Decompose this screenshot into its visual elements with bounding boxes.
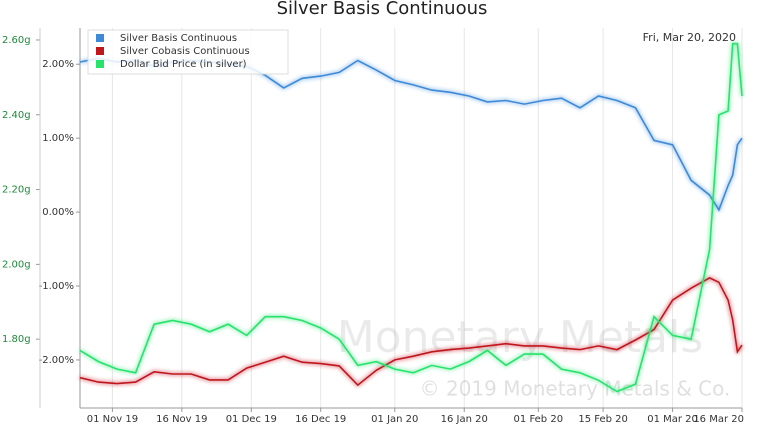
- date-annotation: Fri, Mar 20, 2020: [643, 31, 736, 44]
- y2-tick-label: 2.60g: [2, 35, 31, 46]
- y2-tick-label: 1.80g: [2, 334, 31, 345]
- x-tick-label: 15 Feb 20: [578, 414, 628, 425]
- x-tick-label: 16 Nov 19: [156, 414, 207, 425]
- y2-tick-label: 2.40g: [2, 110, 31, 121]
- y-tick-label: 1.00%: [42, 133, 74, 144]
- series-line: [79, 42, 743, 393]
- legend-label: Silver Basis Continuous: [120, 33, 237, 44]
- y2-tick-label: 2.20g: [2, 185, 31, 196]
- x-tick-label: 01 Mar 20: [647, 414, 698, 425]
- legend-box: [87, 29, 289, 75]
- legend-label: Silver Cobasis Continuous: [120, 46, 250, 57]
- series-line: [79, 277, 743, 387]
- x-tick-label: 16 Mar 20: [693, 414, 744, 425]
- y-tick-label: -2.00%: [39, 355, 74, 366]
- y2-tick-label: 2.00g: [2, 259, 31, 270]
- x-tick-label: 01 Nov 19: [87, 414, 138, 425]
- legend-marker: [96, 34, 104, 42]
- legend-marker: [96, 47, 104, 55]
- x-tick-label: 16 Dec 19: [295, 414, 346, 425]
- y-tick-label: 2.00%: [42, 59, 74, 70]
- x-tick-label: 01 Feb 20: [514, 414, 564, 425]
- watermark: Monetary Metals: [337, 312, 704, 363]
- x-tick-label: 01 Dec 19: [226, 414, 277, 425]
- y-tick-label: -1.00%: [39, 281, 74, 292]
- series-line: [79, 57, 743, 212]
- chart-title: Silver Basis Continuous: [277, 0, 488, 19]
- legend-marker: [96, 60, 104, 68]
- x-tick-label: 01 Jan 20: [371, 414, 418, 425]
- watermark-copyright: © 2019 Monetary Metals & Co.: [420, 377, 731, 401]
- x-tick-label: 16 Jan 20: [441, 414, 488, 425]
- y-tick-label: 0.00%: [42, 207, 74, 218]
- legend-label: Dollar Bid Price (in silver): [120, 59, 247, 70]
